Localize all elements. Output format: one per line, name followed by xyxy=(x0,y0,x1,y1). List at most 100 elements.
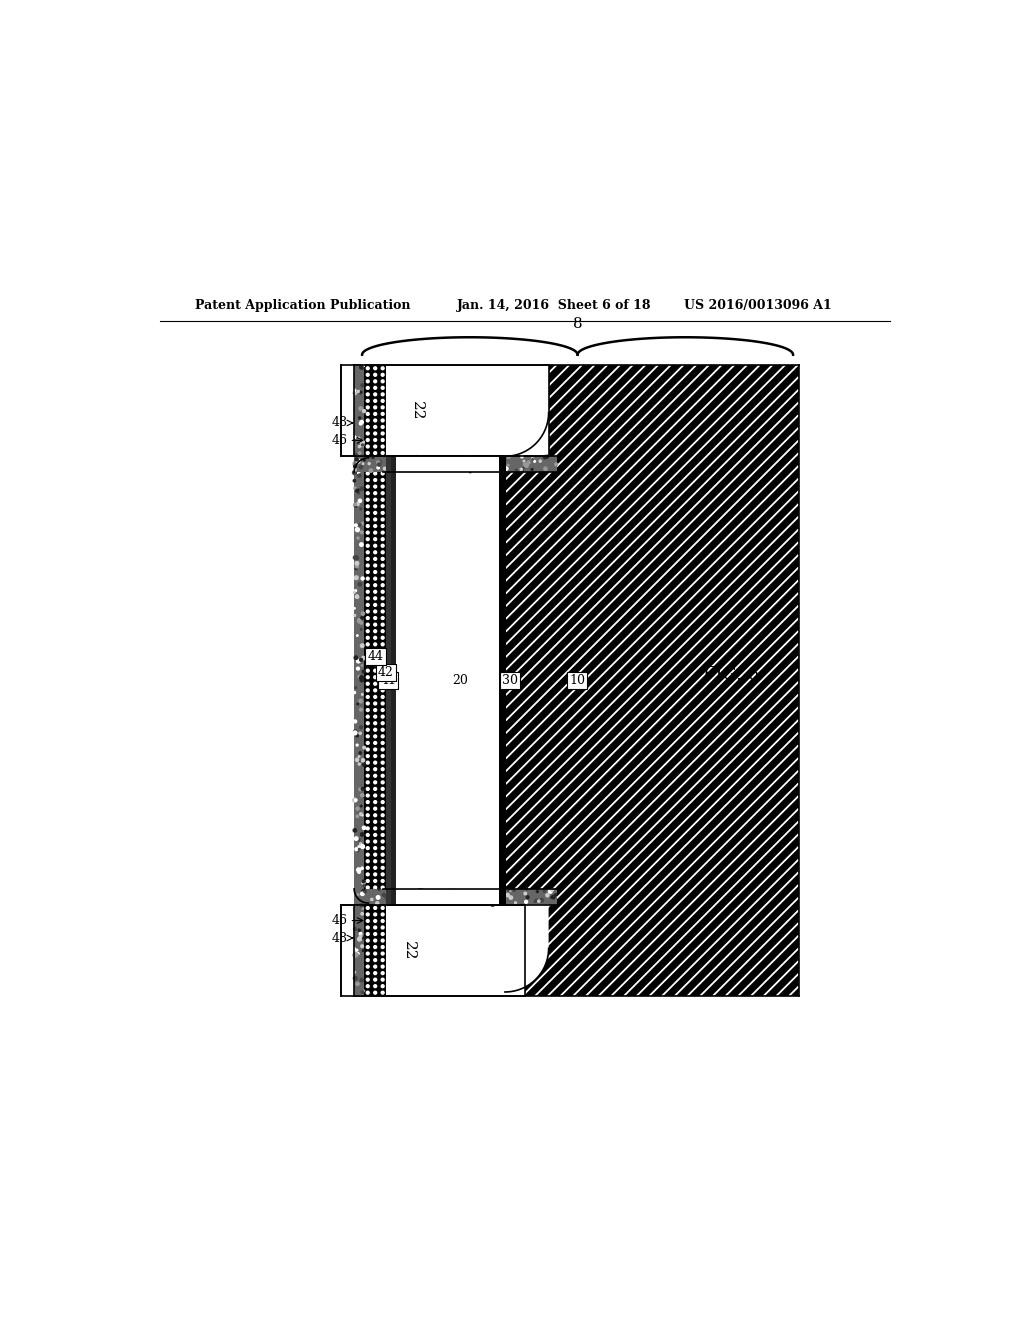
Bar xyxy=(365,904,386,997)
Circle shape xyxy=(374,972,377,974)
Circle shape xyxy=(358,763,360,766)
Circle shape xyxy=(353,376,356,379)
Circle shape xyxy=(418,888,420,891)
Circle shape xyxy=(359,962,362,965)
Circle shape xyxy=(367,446,370,449)
Circle shape xyxy=(355,568,357,569)
Text: 46: 46 xyxy=(332,434,348,447)
Circle shape xyxy=(490,896,493,899)
Circle shape xyxy=(374,610,377,612)
Circle shape xyxy=(381,892,384,895)
Circle shape xyxy=(381,991,384,994)
Text: 20: 20 xyxy=(452,675,468,686)
Circle shape xyxy=(374,537,377,541)
Circle shape xyxy=(374,676,377,678)
Circle shape xyxy=(356,404,360,408)
Circle shape xyxy=(421,888,422,890)
Circle shape xyxy=(367,433,370,436)
Circle shape xyxy=(374,939,377,942)
Circle shape xyxy=(410,459,412,462)
Circle shape xyxy=(360,616,364,619)
Circle shape xyxy=(367,820,370,824)
Bar xyxy=(386,366,391,997)
Circle shape xyxy=(355,595,358,598)
Circle shape xyxy=(354,953,358,957)
Circle shape xyxy=(358,417,360,418)
Circle shape xyxy=(359,983,360,986)
Circle shape xyxy=(381,742,384,744)
Circle shape xyxy=(468,895,470,896)
Circle shape xyxy=(476,461,478,463)
Circle shape xyxy=(358,437,359,438)
Circle shape xyxy=(381,965,384,968)
Circle shape xyxy=(354,524,357,527)
Circle shape xyxy=(399,903,400,906)
Circle shape xyxy=(381,991,384,994)
Circle shape xyxy=(367,840,370,843)
Circle shape xyxy=(455,459,458,463)
Circle shape xyxy=(358,788,361,791)
Circle shape xyxy=(360,622,362,624)
Circle shape xyxy=(374,859,377,863)
Circle shape xyxy=(357,894,359,895)
Circle shape xyxy=(367,367,370,370)
Circle shape xyxy=(362,826,366,829)
Circle shape xyxy=(381,393,384,396)
Circle shape xyxy=(367,610,370,612)
Circle shape xyxy=(354,469,356,471)
Circle shape xyxy=(367,649,370,652)
Circle shape xyxy=(367,636,370,639)
Circle shape xyxy=(354,576,358,579)
Circle shape xyxy=(355,847,357,850)
Circle shape xyxy=(353,462,357,466)
Circle shape xyxy=(381,879,384,882)
Circle shape xyxy=(367,451,370,454)
Circle shape xyxy=(358,391,361,393)
Text: FIG. 6: FIG. 6 xyxy=(703,665,759,684)
Circle shape xyxy=(367,702,370,705)
Circle shape xyxy=(359,543,364,546)
Circle shape xyxy=(367,459,370,462)
Circle shape xyxy=(455,462,457,465)
Circle shape xyxy=(354,590,356,591)
Circle shape xyxy=(381,387,384,389)
Circle shape xyxy=(374,504,377,508)
Circle shape xyxy=(356,986,359,989)
Circle shape xyxy=(359,676,364,680)
Circle shape xyxy=(355,447,357,449)
Circle shape xyxy=(381,425,384,429)
Text: Jan. 14, 2016  Sheet 6 of 18: Jan. 14, 2016 Sheet 6 of 18 xyxy=(458,300,652,312)
Circle shape xyxy=(367,544,370,548)
Circle shape xyxy=(493,455,495,458)
Circle shape xyxy=(367,972,370,974)
Circle shape xyxy=(362,796,365,797)
Circle shape xyxy=(360,381,362,384)
Circle shape xyxy=(353,465,356,467)
Circle shape xyxy=(472,463,474,466)
Circle shape xyxy=(546,894,549,896)
Circle shape xyxy=(499,896,503,900)
Circle shape xyxy=(407,461,409,463)
Circle shape xyxy=(374,820,377,824)
Circle shape xyxy=(483,902,486,904)
Circle shape xyxy=(359,935,361,937)
Circle shape xyxy=(414,902,416,904)
Circle shape xyxy=(361,882,365,884)
Circle shape xyxy=(360,392,361,393)
Circle shape xyxy=(367,919,370,921)
Circle shape xyxy=(354,968,356,970)
Circle shape xyxy=(360,487,364,490)
Circle shape xyxy=(374,420,377,422)
Circle shape xyxy=(374,466,377,469)
Circle shape xyxy=(356,908,359,911)
Circle shape xyxy=(381,583,384,586)
Circle shape xyxy=(356,667,359,671)
Circle shape xyxy=(496,903,497,904)
Circle shape xyxy=(414,459,416,461)
Bar xyxy=(506,366,799,997)
Circle shape xyxy=(417,902,419,904)
Circle shape xyxy=(367,899,370,902)
Circle shape xyxy=(358,756,359,758)
Circle shape xyxy=(374,985,377,987)
Circle shape xyxy=(381,400,384,403)
